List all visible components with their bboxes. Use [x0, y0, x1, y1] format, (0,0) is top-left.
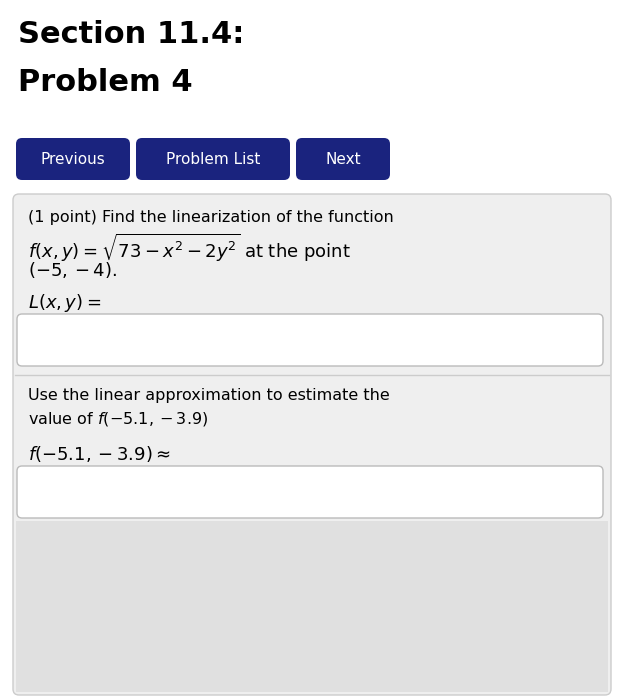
FancyBboxPatch shape: [16, 138, 130, 180]
Text: $L(x, y) =$: $L(x, y) =$: [28, 292, 101, 314]
Text: Section 11.4:: Section 11.4:: [18, 20, 245, 49]
Text: $f(-5.1, -3.9) \approx$: $f(-5.1, -3.9) \approx$: [28, 444, 171, 464]
Text: Problem List: Problem List: [166, 151, 260, 167]
FancyBboxPatch shape: [17, 466, 603, 518]
Text: Use the linear approximation to estimate the: Use the linear approximation to estimate…: [28, 388, 390, 403]
FancyBboxPatch shape: [17, 314, 603, 366]
Text: (1 point) Find the linearization of the function: (1 point) Find the linearization of the …: [28, 210, 394, 225]
Text: value of $f(-5.1, -3.9)$: value of $f(-5.1, -3.9)$: [28, 410, 208, 428]
FancyBboxPatch shape: [13, 194, 611, 695]
Text: $(-5, -4).$: $(-5, -4).$: [28, 260, 117, 280]
FancyBboxPatch shape: [296, 138, 390, 180]
Text: Problem 4: Problem 4: [18, 68, 193, 97]
FancyBboxPatch shape: [16, 521, 608, 692]
Text: $f(x, y) = \sqrt{73 - x^2 - 2y^2}$ at the point: $f(x, y) = \sqrt{73 - x^2 - 2y^2}$ at th…: [28, 232, 351, 265]
FancyBboxPatch shape: [136, 138, 290, 180]
Text: Next: Next: [325, 151, 361, 167]
Text: Previous: Previous: [41, 151, 105, 167]
